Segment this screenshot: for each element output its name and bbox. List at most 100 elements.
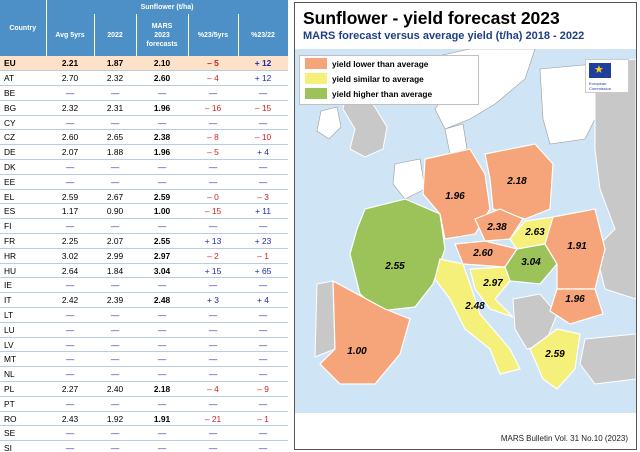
country-fr bbox=[349, 198, 446, 312]
cell-mars-forecast: 1.00 bbox=[136, 203, 188, 220]
cell-country: SI bbox=[0, 440, 46, 452]
cell-mars-forecast: 1.91 bbox=[136, 411, 188, 427]
cell-country: DE bbox=[0, 144, 46, 161]
header-mars-line1: MARS bbox=[151, 22, 173, 30]
eu-flag-icon: European Commission bbox=[585, 59, 629, 93]
cell-pct-22: + 12 bbox=[238, 70, 289, 87]
cell-country: EE bbox=[0, 174, 46, 190]
cell-2022: — bbox=[94, 115, 136, 131]
cell-pct-5yrs: — bbox=[188, 277, 238, 294]
cell-avg-5yrs: 2.70 bbox=[46, 70, 94, 87]
cell-mars-forecast: — bbox=[136, 218, 188, 235]
cell-pct-5yrs: – 5 bbox=[188, 144, 238, 161]
cell-2022: 2.40 bbox=[94, 381, 136, 397]
cell-avg-5yrs: 2.21 bbox=[46, 56, 94, 72]
cell-pct-5yrs: — bbox=[188, 307, 238, 323]
cell-pct-5yrs: — bbox=[188, 440, 238, 452]
cell-2022: — bbox=[94, 307, 136, 323]
cell-pct-5yrs: — bbox=[188, 337, 238, 353]
cell-pct-22: – 3 bbox=[238, 189, 289, 205]
cell-avg-5yrs: — bbox=[46, 85, 94, 101]
ireland-landmass bbox=[316, 106, 342, 140]
country-es bbox=[319, 279, 411, 385]
cell-avg-5yrs: 2.64 bbox=[46, 263, 94, 279]
sunflower-yield-table: Country Sunflower (t/ha) Avg 5yrs 2022 M… bbox=[0, 0, 289, 452]
cell-pct-22: – 9 bbox=[238, 381, 289, 397]
table-row: BE — — — — — bbox=[0, 85, 289, 101]
cell-2022: — bbox=[94, 85, 136, 101]
table-row: FI — — — — — bbox=[0, 218, 289, 235]
cell-mars-forecast: 3.04 bbox=[136, 263, 188, 279]
cell-pct-5yrs: — bbox=[188, 396, 238, 412]
cell-pct-5yrs: — bbox=[188, 85, 238, 101]
cell-2022: — bbox=[94, 159, 136, 175]
legend-label-similar: yield similar to average bbox=[332, 73, 424, 84]
cell-2022: — bbox=[94, 277, 136, 294]
map-footer-source: MARS Bulletin Vol. 31 No.10 (2023) bbox=[500, 434, 628, 443]
header-2022: 2022 bbox=[94, 14, 137, 56]
cell-country: MT bbox=[0, 351, 46, 368]
cell-pct-5yrs: — bbox=[188, 351, 238, 368]
map-value-label-es: 1.00 bbox=[347, 346, 367, 357]
cell-mars-forecast: 2.38 bbox=[136, 129, 188, 146]
cell-pct-5yrs: + 3 bbox=[188, 292, 238, 309]
cell-mars-forecast: 1.96 bbox=[136, 144, 188, 161]
cell-2022: — bbox=[94, 351, 136, 368]
cell-country: IE bbox=[0, 277, 46, 294]
cell-mars-forecast: — bbox=[136, 115, 188, 131]
cell-country: AT bbox=[0, 70, 46, 87]
header-mars-line3: forecasts bbox=[146, 40, 178, 48]
cell-pct-22: — bbox=[238, 425, 289, 442]
cell-mars-forecast: — bbox=[136, 440, 188, 452]
cell-pct-5yrs: – 4 bbox=[188, 70, 238, 87]
cell-country: EU bbox=[0, 56, 46, 72]
eu-flag-graphic bbox=[589, 63, 611, 78]
table-row: BG 2.32 2.31 1.96– 16– 15 bbox=[0, 100, 289, 116]
cell-pct-5yrs: – 4 bbox=[188, 381, 238, 397]
cell-pct-22: — bbox=[238, 351, 289, 368]
table-caption: Sunflower (t/ha) bbox=[46, 0, 289, 14]
cell-pct-22: — bbox=[238, 159, 289, 175]
cell-country: ES bbox=[0, 203, 46, 220]
cell-country: LU bbox=[0, 322, 46, 338]
cell-mars-forecast: 2.55 bbox=[136, 233, 188, 249]
table-row: LV — — — — — bbox=[0, 337, 289, 353]
cell-country: EL bbox=[0, 189, 46, 205]
cell-2022: — bbox=[94, 322, 136, 338]
map-value-label-hu: 3.04 bbox=[521, 257, 541, 268]
cell-mars-forecast: — bbox=[136, 174, 188, 190]
cell-2022: — bbox=[94, 174, 136, 190]
map-value-label-hr: 2.97 bbox=[482, 278, 503, 289]
cell-pct-5yrs: — bbox=[188, 174, 238, 190]
cell-2022: 1.84 bbox=[94, 263, 136, 279]
cell-pct-5yrs: — bbox=[188, 115, 238, 131]
cell-pct-22: + 11 bbox=[238, 203, 289, 220]
cell-mars-forecast: — bbox=[136, 366, 188, 383]
cell-2022: 0.90 bbox=[94, 203, 136, 220]
map-value-label-cz: 2.38 bbox=[486, 222, 507, 233]
cell-country: PT bbox=[0, 396, 46, 412]
header-mars-forecast: MARS 2023 forecasts bbox=[136, 14, 189, 56]
header-country: Country bbox=[0, 0, 47, 56]
legend-item-lower: yield lower than average bbox=[300, 56, 478, 71]
table-row: SI — — — — — bbox=[0, 440, 289, 452]
table-row: PT — — — — — bbox=[0, 396, 289, 412]
cell-pct-22: + 4 bbox=[238, 292, 289, 309]
cell-2022: 2.07 bbox=[94, 233, 136, 249]
cell-pct-5yrs: — bbox=[188, 425, 238, 442]
cell-mars-forecast: — bbox=[136, 425, 188, 442]
cell-country: HU bbox=[0, 263, 46, 279]
cell-2022: 2.99 bbox=[94, 248, 136, 264]
cell-pct-5yrs: – 15 bbox=[188, 203, 238, 220]
table-row: IE — — — — — bbox=[0, 277, 289, 294]
cell-2022: 1.92 bbox=[94, 411, 136, 427]
cell-country: FR bbox=[0, 233, 46, 249]
table-row: CZ 2.60 2.65 2.38– 8– 10 bbox=[0, 129, 289, 146]
legend-item-higher: yield higher than average bbox=[300, 86, 478, 101]
table-row: DK — — — — — bbox=[0, 159, 289, 175]
cell-avg-5yrs: 2.07 bbox=[46, 144, 94, 161]
cell-mars-forecast: — bbox=[136, 277, 188, 294]
table-body: EU 2.21 1.87 2.10– 5 + 12 AT 2.70 2.32 2.60– 4 + … bbox=[0, 56, 289, 452]
cell-pct-22: + 23 bbox=[238, 233, 289, 249]
cell-pct-5yrs: + 13 bbox=[188, 233, 238, 249]
